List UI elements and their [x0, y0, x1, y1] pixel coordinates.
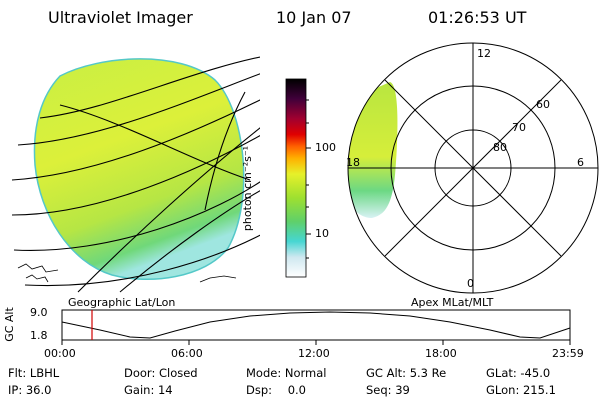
colorbar-tick-10: 10: [315, 227, 329, 240]
geographic-label: Geographic Lat/Lon: [68, 296, 176, 309]
lat-label-70: 70: [512, 121, 526, 134]
date-label: 10 Jan 07: [276, 8, 352, 27]
colorbar: [285, 78, 307, 278]
time-tick-1200: 12:00: [298, 347, 330, 360]
mlt-label-0: 0: [467, 277, 474, 290]
status-seq: Seq: 39: [366, 383, 410, 397]
lat-label-60: 60: [536, 98, 550, 111]
time-tick-1800: 18:00: [425, 347, 457, 360]
mlt-label-12: 12: [477, 47, 491, 60]
time-tick-0600: 06:00: [171, 347, 203, 360]
status-flt: Flt: LBHL: [8, 366, 60, 380]
gc-alt-axis-label: GC Alt: [2, 307, 16, 342]
alt-tick-1-8: 1.8: [30, 329, 48, 342]
status-glon: GLon: 215.1: [486, 383, 556, 397]
colorbar-tick-100: 100: [315, 141, 336, 154]
lat-label-80: 80: [493, 141, 507, 154]
geographic-image: [11, 56, 260, 293]
mlt-label-18: 18: [346, 156, 360, 169]
apex-label: Apex MLat/MLT: [411, 296, 494, 309]
status-dsp: Dsp: 0.0: [246, 383, 306, 397]
mlt-label-6: 6: [577, 156, 584, 169]
polar-plot: [347, 42, 599, 294]
colorbar-unit-label: photon cm⁻²s⁻¹: [241, 145, 255, 232]
alt-tick-9: 9.0: [30, 306, 48, 319]
status-gain: Gain: 14: [124, 383, 173, 397]
status-ip: IP: 36.0: [8, 383, 52, 397]
instrument-title: Ultraviolet Imager: [48, 8, 193, 27]
time-tick-0000: 00:00: [44, 347, 76, 360]
status-mode: Mode: Normal: [246, 366, 327, 380]
altitude-plot: [61, 309, 571, 345]
time-tick-2359: 23:59: [552, 347, 584, 360]
status-door: Door: Closed: [124, 366, 198, 380]
status-glat: GLat: -45.0: [486, 366, 551, 380]
status-gc-alt: GC Alt: 5.3 Re: [366, 366, 447, 380]
time-label: 01:26:53 UT: [428, 8, 527, 27]
